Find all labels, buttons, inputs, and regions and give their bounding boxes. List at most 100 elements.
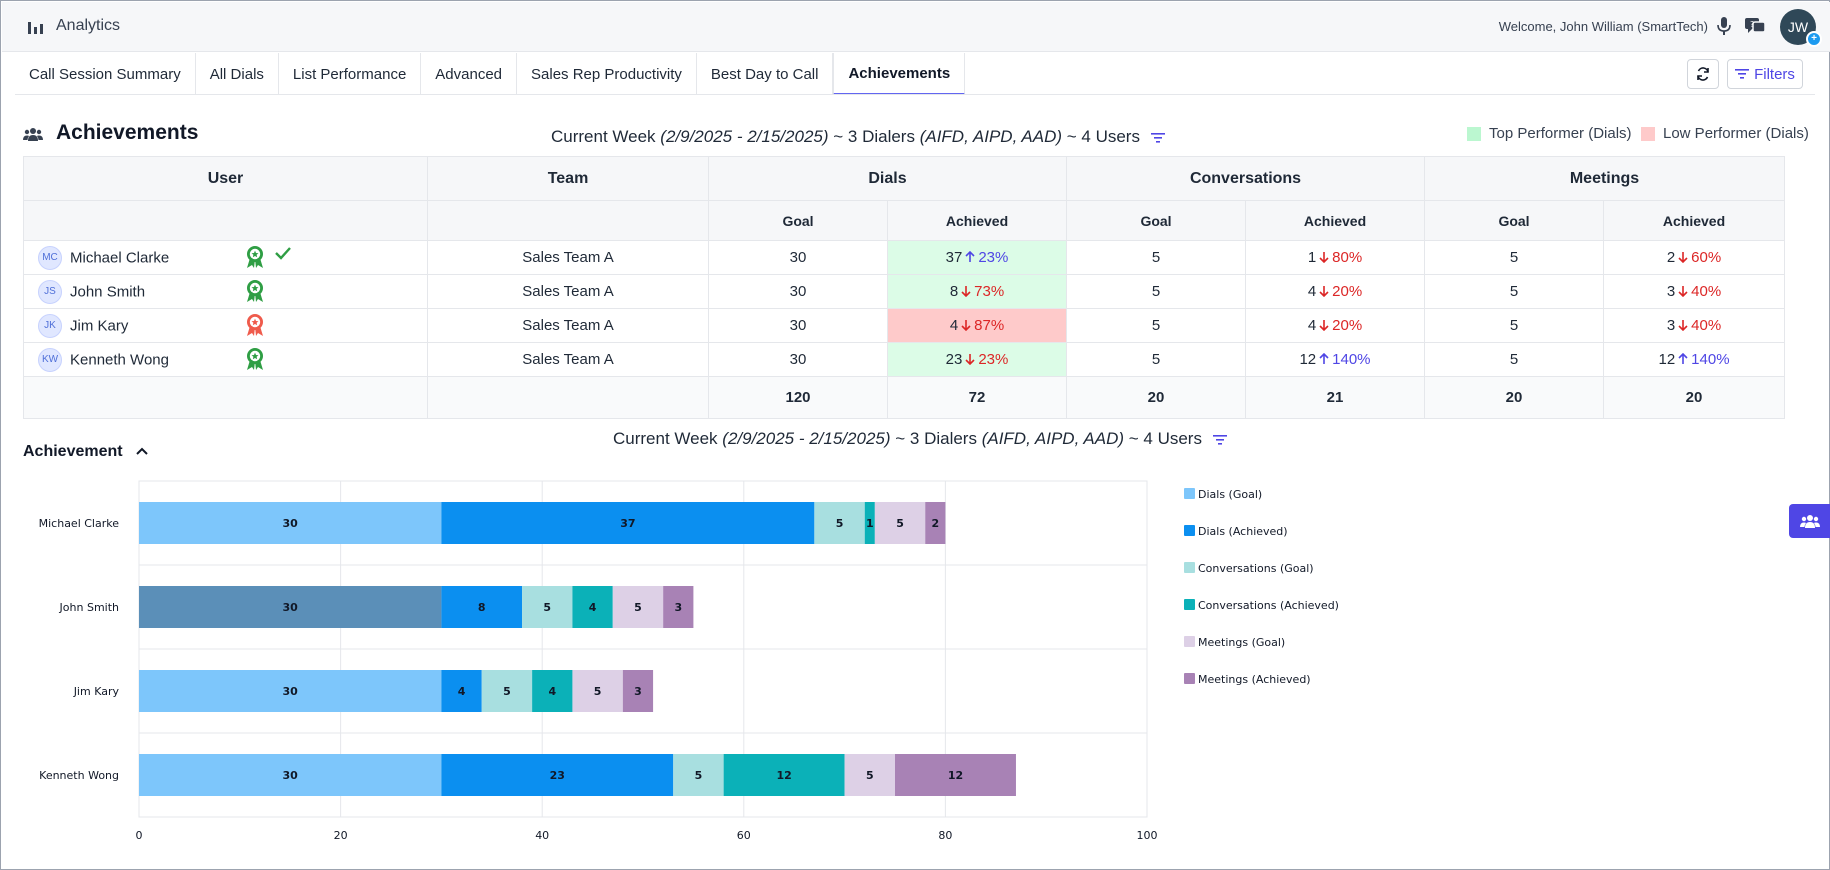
dials-achieved-value: 23	[945, 351, 963, 368]
total-value: 21	[1244, 376, 1426, 419]
total-value: 20	[1424, 376, 1605, 419]
award-ribbon-icon	[247, 246, 263, 268]
table-row[interactable]: JK Jim Kary Sales Team A 30 4 87% 5 4 20% 5 3 40%	[23, 308, 1786, 343]
y-category-label: Kenneth Wong	[39, 769, 119, 782]
dials-percent: 23%	[978, 249, 1009, 266]
subheader-dials-achieved[interactable]: Achieved	[887, 200, 1067, 241]
arrow-down-icon	[958, 283, 974, 300]
subheader-empty	[427, 200, 709, 241]
avatar-add-badge[interactable]: +	[1806, 31, 1822, 47]
table-row[interactable]: JS John Smith Sales Team A 30 8 73% 5 4 20% 5 3 40%	[23, 274, 1786, 309]
tab-achievements[interactable]: Achievements	[833, 53, 966, 95]
filter-lines-icon[interactable]	[1212, 434, 1227, 446]
conv-achieved-cell: 1 80%	[1244, 240, 1426, 275]
dials-achieved-value: 37	[945, 249, 963, 266]
header-meetings[interactable]: Meetings	[1424, 156, 1786, 201]
team-cell: Sales Team A	[427, 240, 709, 275]
refresh-button[interactable]	[1687, 59, 1719, 89]
bar-segment	[723, 754, 845, 796]
subheader-conv-goal[interactable]: Goal	[1066, 200, 1246, 241]
conv-percent: 80%	[1332, 249, 1363, 266]
week-summary: Current Week (2/9/2025 - 2/15/2025) ~ 3 …	[551, 127, 1165, 147]
tab-list-performance[interactable]: List Performance	[279, 53, 422, 95]
arrow-up-icon	[1316, 351, 1332, 368]
filters-button[interactable]: Filters	[1727, 59, 1803, 89]
chevron-up-icon[interactable]	[135, 446, 149, 456]
conv-achieved-value: 4	[1307, 317, 1317, 334]
chart-section-title[interactable]: Achievement	[23, 443, 123, 460]
avatar: KW	[38, 347, 62, 372]
table-row[interactable]: KW Kenneth Wong Sales Team A 30 23 23% 5 12 140%…	[23, 342, 1786, 377]
bar-segment	[441, 502, 815, 544]
conv-percent: 20%	[1332, 317, 1363, 334]
bar-segment	[139, 586, 442, 628]
header-conversations[interactable]: Conversations	[1065, 156, 1426, 201]
avatar: MC	[38, 245, 62, 270]
app-title: Analytics	[56, 17, 121, 34]
user-cell: JS John Smith	[23, 274, 428, 309]
subheader-conv-achieved[interactable]: Achieved	[1244, 200, 1426, 241]
meet-percent: 140%	[1691, 351, 1730, 368]
header-team[interactable]: Team	[427, 156, 709, 201]
bar-value-label: 1	[866, 517, 874, 530]
user-cell: MC Michael Clarke	[23, 240, 428, 275]
bar-value-label: 3	[674, 601, 682, 614]
user-name: Michael Clarke	[70, 249, 170, 266]
subheader-empty	[23, 200, 428, 241]
header-dials[interactable]: Dials	[708, 156, 1067, 201]
team-cell: Sales Team A	[427, 274, 709, 309]
header-user[interactable]: User	[23, 156, 428, 201]
filter-lines-icon	[1735, 69, 1750, 79]
welcome-text: Welcome, John William (SmartTech)	[1498, 19, 1708, 34]
legend-swatch	[1184, 488, 1195, 499]
arrow-up-icon	[962, 249, 978, 266]
bar-segment	[874, 502, 926, 544]
dialer-count: ~ 3 Dialers	[890, 429, 982, 448]
subheader-meet-goal[interactable]: Goal	[1424, 200, 1605, 241]
bar-value-label: 5	[896, 517, 904, 530]
arrow-down-icon	[962, 351, 978, 368]
dials-achieved-cell: 4 87%	[887, 308, 1067, 343]
bar-segment	[139, 754, 442, 796]
tab-best-day-to-call[interactable]: Best Day to Call	[697, 53, 834, 95]
bar-segment	[522, 586, 573, 628]
legend-swatch	[1184, 599, 1195, 610]
bar-segment	[814, 502, 865, 544]
bar-value-label: 30	[283, 769, 299, 782]
week-range: (2/9/2025 - 2/15/2025)	[722, 429, 891, 448]
conv-achieved-value: 4	[1307, 283, 1317, 300]
dialer-list: (AIFD, AIPD, AAD)	[919, 127, 1063, 146]
tab-sales-rep-productivity[interactable]: Sales Rep Productivity	[517, 53, 697, 95]
user-name: Jim Kary	[70, 317, 129, 334]
tab-call-session-summary[interactable]: Call Session Summary	[15, 53, 196, 95]
dials-goal-cell: 30	[708, 240, 888, 275]
conv-percent: 20%	[1332, 283, 1363, 300]
dials-goal-cell: 30	[708, 274, 888, 309]
bar-value-label: 4	[458, 685, 466, 698]
legend-label: Conversations (Goal)	[1198, 562, 1314, 575]
dials-percent: 87%	[974, 317, 1005, 334]
legend-swatch	[1184, 673, 1195, 684]
user-name: John Smith	[70, 283, 146, 300]
totals-row: 120 72 20 21 20 20	[23, 376, 1786, 419]
tab-advanced[interactable]: Advanced	[421, 53, 518, 95]
y-category-label: Michael Clarke	[39, 517, 120, 530]
totals-empty	[23, 376, 428, 419]
subheader-meet-achieved[interactable]: Achieved	[1603, 200, 1786, 241]
subheader-dials-goal[interactable]: Goal	[708, 200, 888, 241]
filter-lines-icon[interactable]	[1150, 132, 1165, 144]
side-team-button[interactable]	[1789, 504, 1830, 538]
bar-value-label: 23	[550, 769, 565, 782]
bar-segment	[925, 502, 946, 544]
bar-value-label: 4	[548, 685, 556, 698]
meet-percent: 60%	[1691, 249, 1722, 266]
legend-label: Conversations (Achieved)	[1198, 599, 1339, 612]
microphone-icon[interactable]	[1716, 16, 1732, 36]
legend-swatch	[1184, 562, 1195, 573]
legend-label: Dials (Goal)	[1198, 488, 1262, 501]
tab-all-dials[interactable]: All Dials	[196, 53, 279, 95]
chat-help-icon[interactable]: ?	[1744, 16, 1766, 36]
table-row[interactable]: MC Michael Clarke Sales Team A 30 37 23% 5 1 80%…	[23, 240, 1786, 275]
week-prefix: Current Week	[613, 429, 723, 448]
svg-text:?: ?	[1750, 20, 1754, 29]
